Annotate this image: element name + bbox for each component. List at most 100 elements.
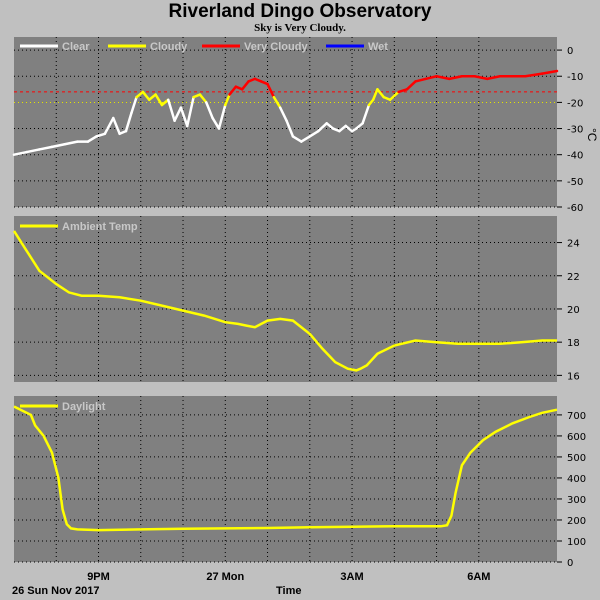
y-tick-label: -10: [567, 72, 583, 83]
x-tick-label: 3AM: [340, 571, 363, 583]
sky-segment: [291, 135, 303, 143]
ambient-panel-bg: [14, 216, 557, 382]
x-tick-label: 9PM: [87, 571, 110, 583]
sky-segment: [147, 93, 157, 102]
sky-status-subtitle: Sky is Very Cloudy.: [254, 22, 346, 34]
footer-date: 26 Sun Nov 2017: [12, 585, 99, 597]
y-tick-label: 600: [567, 432, 586, 443]
sky-segment: [124, 111, 133, 133]
sky-segment: [63, 140, 79, 146]
sky-segment: [278, 106, 288, 122]
sky-segment: [95, 132, 107, 138]
y-tick-label: 0: [567, 46, 573, 57]
sky-segment: [414, 77, 428, 83]
y-tick-label: 400: [567, 474, 586, 485]
legend-wet-label: Wet: [368, 41, 388, 53]
sky-segment: [130, 95, 138, 115]
sky-segment: [325, 122, 335, 130]
sky-segment: [308, 129, 320, 138]
y-tick-label: 300: [567, 495, 586, 506]
sky-segment: [173, 106, 183, 122]
sky-segment: [473, 74, 489, 81]
y-tick-label: -20: [567, 98, 583, 109]
y-tick-label: -40: [567, 151, 583, 162]
sky-segment: [388, 90, 400, 102]
y-tick-label: 0: [567, 558, 573, 569]
sky-segment: [540, 69, 559, 75]
y-tick-label: 200: [567, 516, 586, 527]
y-tick-label: 16: [567, 371, 580, 382]
chart-title: Riverland Dingo Observatory: [168, 1, 432, 22]
sky-segment: [435, 74, 451, 81]
sky-segment: [141, 90, 151, 102]
y-tick-label: 20: [567, 305, 580, 316]
sky-segment: [371, 88, 379, 102]
sky-segment: [397, 88, 409, 94]
sky-segment: [524, 72, 544, 78]
y-tick-label: 100: [567, 537, 586, 548]
sky-segment: [376, 88, 385, 99]
sky-segment: [25, 148, 41, 154]
sky-segment: [186, 95, 195, 128]
ambient-legend: Ambient Temp: [20, 221, 138, 233]
sky-segment: [198, 93, 208, 104]
sky-segment: [205, 101, 214, 120]
sky-segment: [424, 74, 438, 81]
daylight-panel-bg: [14, 396, 557, 562]
sky-segment: [12, 150, 28, 156]
y-tick-label: 18: [567, 338, 580, 349]
y-tick-label: -50: [567, 177, 583, 188]
sky-segment: [316, 122, 328, 133]
legend-very-cloudy-label: Very Cloudy: [244, 41, 308, 53]
sky-yticks: 0 -10 -20 -30 -40 -50 -60: [557, 46, 583, 214]
sky-segment: [211, 116, 221, 130]
y-tick-label: 500: [567, 453, 586, 464]
sky-segment: [285, 119, 295, 138]
legend-ambient-label: Ambient Temp: [62, 221, 138, 233]
sky-segment: [86, 135, 98, 143]
sky-segment: [447, 74, 464, 81]
legend-daylight-label: Daylight: [62, 401, 106, 413]
daylight-yticks: 700 600 500 400 300 200 100 0: [557, 411, 586, 569]
legend-cloudy-label: Cloudy: [150, 41, 188, 53]
sky-segment: [228, 85, 238, 96]
x-axis-label: Time: [276, 585, 301, 597]
sky-segment: [112, 116, 121, 136]
y-tick-label: 700: [567, 411, 586, 422]
sky-segment: [217, 103, 227, 130]
ambient-temp-line: [12, 230, 557, 372]
y-tick-label: 22: [567, 272, 580, 283]
sky-segment: [338, 124, 347, 133]
sky-segment: [405, 80, 417, 91]
x-tick-label: 27 Mon: [206, 571, 244, 583]
sky-segment: [160, 98, 170, 107]
sky-temperature-series: [12, 69, 559, 156]
sky-segment: [266, 82, 276, 99]
legend-clear-label: Clear: [62, 41, 90, 53]
sky-segment: [50, 142, 66, 149]
sky-legend: Clear Cloudy Very Cloudy Wet: [20, 41, 388, 53]
sky-panel: 0 -10 -20 -30 -40 -50 -60 Clear Cloudy Very Cl…: [12, 37, 599, 214]
sky-segment: [300, 135, 312, 143]
daylight-panel: 700 600 500 400 300 200 100 0 Daylight: [13, 396, 586, 569]
sky-segment: [154, 93, 164, 107]
y-tick-label: -60: [567, 203, 583, 214]
y-tick-label: -30: [567, 125, 583, 136]
ambient-yticks: 24 22 20 18 16: [557, 239, 580, 382]
sky-segment: [361, 103, 371, 125]
sky-segment: [272, 95, 282, 109]
daylight-legend: Daylight: [20, 401, 106, 413]
sky-segment: [179, 106, 189, 128]
sky-segment: [103, 116, 115, 136]
sky-panel-bg: [14, 37, 557, 207]
sky-segment: [166, 98, 176, 122]
ambient-grid: [14, 216, 557, 382]
x-tick-label: 6AM: [467, 571, 490, 583]
y-tick-label: 24: [567, 239, 580, 250]
sky-segment: [240, 80, 250, 91]
ambient-panel: 24 22 20 18 16 Ambient Temp: [12, 216, 580, 382]
sky-segment: [486, 74, 502, 81]
sky-segment: [355, 122, 364, 130]
sky-unit-label: °C: [585, 128, 599, 142]
